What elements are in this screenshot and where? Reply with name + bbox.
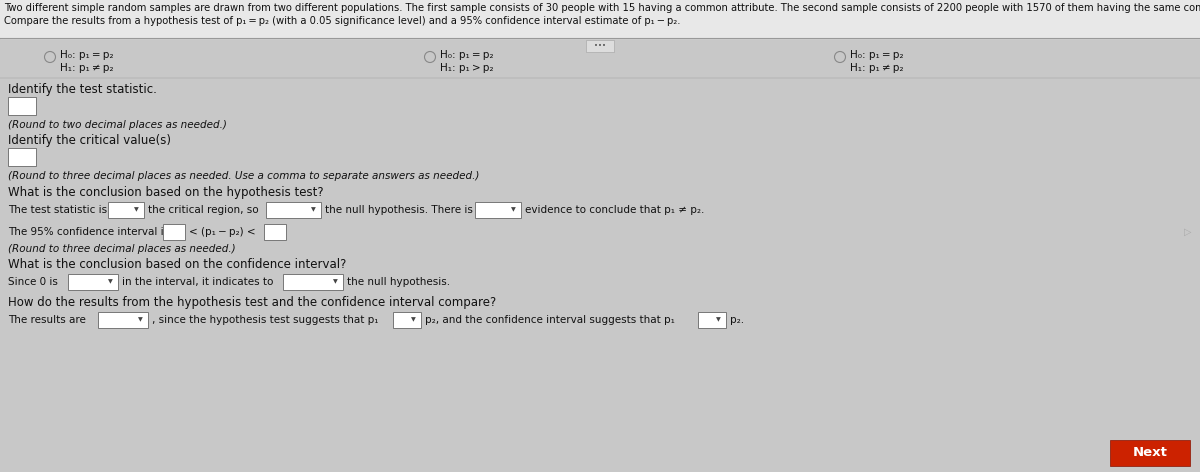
Text: Identify the critical value(s): Identify the critical value(s) bbox=[8, 134, 172, 147]
Text: Two different simple random samples are drawn from two different populations. Th: Two different simple random samples are … bbox=[4, 3, 1200, 13]
Bar bbox=[586, 40, 614, 52]
Text: in the interval, it indicates to: in the interval, it indicates to bbox=[122, 277, 274, 287]
Bar bbox=[8, 97, 36, 115]
Text: H₀: p₁ = p₂: H₀: p₁ = p₂ bbox=[440, 50, 493, 60]
Bar bbox=[475, 202, 521, 218]
Text: ▼: ▼ bbox=[332, 279, 337, 285]
Text: p₂, and the confidence interval suggests that p₁: p₂, and the confidence interval suggests… bbox=[425, 315, 674, 325]
Bar bbox=[264, 224, 286, 240]
Text: (Round to three decimal places as needed. Use a comma to separate answers as nee: (Round to three decimal places as needed… bbox=[8, 171, 479, 181]
Text: , since the hypothesis test suggests that p₁: , since the hypothesis test suggests tha… bbox=[152, 315, 378, 325]
Bar bbox=[1110, 440, 1190, 466]
Bar bbox=[266, 202, 322, 218]
Bar bbox=[283, 274, 343, 290]
Text: H₁: p₁ > p₂: H₁: p₁ > p₂ bbox=[440, 63, 493, 73]
Bar bbox=[98, 312, 148, 328]
Bar bbox=[68, 274, 118, 290]
Text: (Round to three decimal places as needed.): (Round to three decimal places as needed… bbox=[8, 244, 235, 254]
Text: the null hypothesis.: the null hypothesis. bbox=[347, 277, 450, 287]
Bar bbox=[394, 312, 421, 328]
Text: ▼: ▼ bbox=[511, 208, 515, 212]
Text: The results are: The results are bbox=[8, 315, 86, 325]
Text: H₀: p₁ = p₂: H₀: p₁ = p₂ bbox=[60, 50, 114, 60]
Bar bbox=[8, 148, 36, 166]
Text: Identify the test statistic.: Identify the test statistic. bbox=[8, 83, 157, 96]
Text: the null hypothesis. There is: the null hypothesis. There is bbox=[325, 205, 473, 215]
Text: ▼: ▼ bbox=[410, 318, 415, 322]
Text: (Round to two decimal places as needed.): (Round to two decimal places as needed.) bbox=[8, 120, 227, 130]
Bar bbox=[698, 312, 726, 328]
Text: ▷: ▷ bbox=[1184, 227, 1192, 237]
Text: < (p₁ − p₂) <: < (p₁ − p₂) < bbox=[190, 227, 256, 237]
Text: H₁: p₁ ≠ p₂: H₁: p₁ ≠ p₂ bbox=[850, 63, 904, 73]
Text: The test statistic is: The test statistic is bbox=[8, 205, 107, 215]
Text: Compare the results from a hypothesis test of p₁ = p₂ (with a 0.05 significance : Compare the results from a hypothesis te… bbox=[4, 16, 680, 26]
Text: The 95% confidence interval is: The 95% confidence interval is bbox=[8, 227, 169, 237]
Text: Next: Next bbox=[1133, 447, 1168, 460]
Text: H₀: p₁ = p₂: H₀: p₁ = p₂ bbox=[850, 50, 904, 60]
Text: What is the conclusion based on the confidence interval?: What is the conclusion based on the conf… bbox=[8, 258, 347, 271]
Text: •••: ••• bbox=[594, 43, 606, 49]
Text: ▼: ▼ bbox=[138, 318, 143, 322]
Text: evidence to conclude that p₁ ≠ p₂.: evidence to conclude that p₁ ≠ p₂. bbox=[526, 205, 704, 215]
Text: ▼: ▼ bbox=[311, 208, 316, 212]
Text: H₁: p₁ ≠ p₂: H₁: p₁ ≠ p₂ bbox=[60, 63, 114, 73]
Text: What is the conclusion based on the hypothesis test?: What is the conclusion based on the hypo… bbox=[8, 186, 324, 199]
Bar bbox=[108, 202, 144, 218]
Text: How do the results from the hypothesis test and the confidence interval compare?: How do the results from the hypothesis t… bbox=[8, 296, 497, 309]
Bar bbox=[0, 0, 1200, 38]
Text: ▼: ▼ bbox=[715, 318, 720, 322]
Text: Since 0 is: Since 0 is bbox=[8, 277, 58, 287]
Text: ▼: ▼ bbox=[108, 279, 113, 285]
Text: p₂.: p₂. bbox=[730, 315, 744, 325]
Text: the critical region, so: the critical region, so bbox=[148, 205, 259, 215]
Bar bbox=[163, 224, 185, 240]
Text: ▼: ▼ bbox=[133, 208, 138, 212]
